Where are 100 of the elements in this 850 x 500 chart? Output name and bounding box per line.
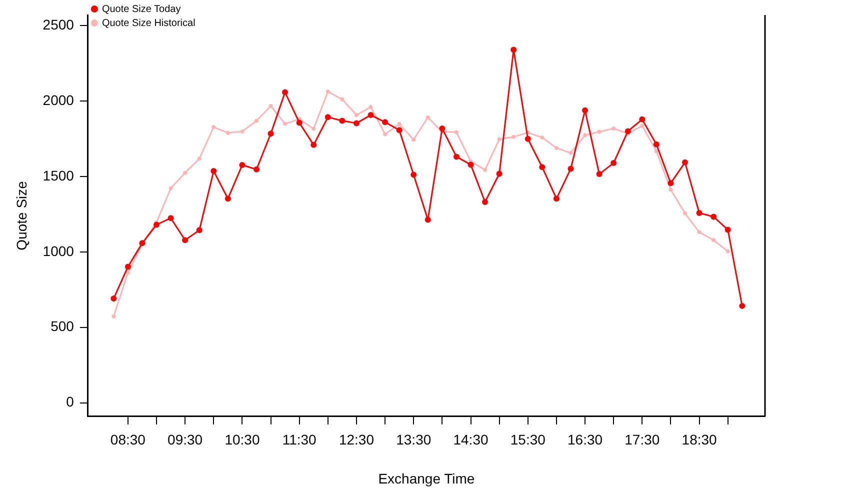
point <box>183 170 188 175</box>
legend-label: Quote Size Today <box>102 4 181 15</box>
point <box>483 168 488 172</box>
point <box>439 125 446 132</box>
x-tick-label: 11:30 <box>282 432 317 448</box>
point <box>339 118 346 124</box>
point <box>482 198 488 205</box>
y-tick-label: 1500 <box>42 167 74 184</box>
point <box>368 105 373 110</box>
point <box>112 314 116 318</box>
point <box>268 130 274 137</box>
point <box>424 216 431 223</box>
point <box>612 126 616 130</box>
point <box>610 160 617 166</box>
point <box>568 166 574 172</box>
point <box>296 120 302 126</box>
point <box>326 90 330 94</box>
point <box>368 112 374 118</box>
point <box>182 237 188 244</box>
point <box>496 170 502 177</box>
x-tick-label: 16:30 <box>568 432 603 448</box>
point <box>524 136 531 142</box>
point <box>254 118 258 123</box>
point <box>668 188 673 192</box>
point <box>697 230 702 234</box>
point <box>354 113 358 118</box>
y-tick-label: 2000 <box>42 92 74 108</box>
point <box>312 126 316 131</box>
y-axis-title: Quote Size <box>13 180 30 250</box>
y-tick-label: 2500 <box>42 16 74 32</box>
point <box>412 138 416 142</box>
point <box>340 97 344 102</box>
point <box>539 164 546 170</box>
point <box>568 150 573 155</box>
point <box>124 264 131 270</box>
point <box>710 214 717 220</box>
x-tick-label: 18:30 <box>682 432 718 448</box>
point <box>224 196 231 202</box>
point <box>253 166 260 172</box>
point <box>382 119 388 126</box>
point <box>683 211 688 216</box>
point <box>410 172 417 178</box>
point <box>724 226 731 233</box>
point <box>324 114 331 120</box>
point <box>553 196 560 202</box>
point <box>168 186 173 190</box>
point <box>682 159 688 166</box>
x-tick-label: 14:30 <box>453 432 488 448</box>
point <box>383 132 388 136</box>
point <box>240 129 244 134</box>
point <box>397 122 402 126</box>
point <box>353 120 360 126</box>
point <box>126 270 130 275</box>
point <box>654 149 658 154</box>
point <box>454 130 458 134</box>
point <box>197 156 202 161</box>
point <box>739 302 746 309</box>
x-tick-label: 17:30 <box>624 432 660 448</box>
point <box>196 227 202 234</box>
point <box>239 162 246 168</box>
x-tick-label: 10:30 <box>224 432 260 448</box>
point <box>468 162 474 168</box>
point <box>597 130 602 134</box>
point <box>268 104 273 108</box>
point <box>396 127 402 134</box>
y-tick-label: 1000 <box>42 242 74 259</box>
point <box>668 180 674 186</box>
y-tick-label: 500 <box>50 318 74 334</box>
point <box>282 89 288 96</box>
point <box>110 296 117 302</box>
point <box>554 146 558 150</box>
point <box>512 134 516 139</box>
x-tick-label: 09:30 <box>168 432 203 448</box>
point <box>624 128 631 134</box>
x-tick-label: 08:30 <box>110 432 146 448</box>
point <box>510 46 517 53</box>
point <box>212 125 216 130</box>
point <box>696 210 702 216</box>
legend-label: Quote Size Historical <box>102 18 196 29</box>
point <box>540 136 544 140</box>
point <box>653 141 660 148</box>
point <box>596 171 602 178</box>
point <box>453 154 460 160</box>
x-tick-label: 15:30 <box>510 432 546 448</box>
x-tick-label: 13:30 <box>396 432 432 448</box>
x-axis-title: Exchange Time <box>378 470 475 486</box>
point <box>226 130 230 135</box>
point <box>582 107 588 114</box>
y-tick-label: 0 <box>66 394 74 410</box>
point <box>210 168 217 174</box>
point <box>283 122 288 126</box>
point <box>583 133 588 138</box>
x-tick-label: 12:30 <box>338 432 374 448</box>
point <box>154 222 160 228</box>
point <box>310 142 317 148</box>
point <box>168 215 174 222</box>
point <box>640 124 644 128</box>
point <box>712 238 716 242</box>
point <box>726 249 730 254</box>
point <box>426 115 430 120</box>
